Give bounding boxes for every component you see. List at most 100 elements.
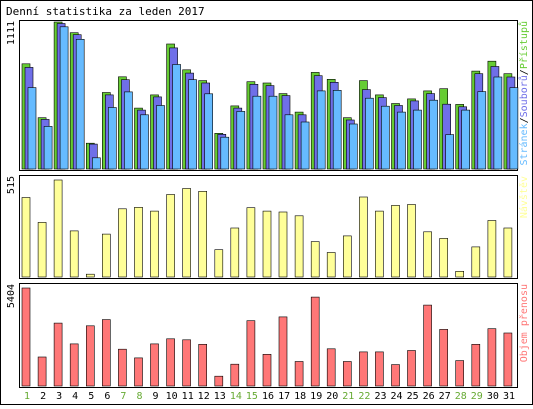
bottom-bar-volume-20 xyxy=(326,348,336,387)
bottom-panel-frame xyxy=(19,283,518,388)
top-legend-text: Stránek/Souborů/Přístupů xyxy=(518,21,530,166)
top-bar-pages-2 xyxy=(43,126,53,170)
top-bar-pages-30 xyxy=(493,76,503,170)
day-label-9: 9 xyxy=(152,391,158,402)
day-label-11: 11 xyxy=(182,391,194,402)
top-bar-pages-25 xyxy=(413,109,422,170)
middle-bar-visits-12 xyxy=(198,191,207,278)
bottom-bar-volume-24 xyxy=(391,364,400,387)
bottom-bar-volume-9 xyxy=(150,343,159,387)
day-label-3: 3 xyxy=(56,391,62,402)
day-label-31: 31 xyxy=(503,391,515,402)
middle-bar-visits-29 xyxy=(471,246,481,278)
middle-bar-visits-23 xyxy=(375,210,384,278)
middle-bar-visits-4 xyxy=(69,230,79,278)
middle-legend: Návštěv xyxy=(518,176,530,218)
middle-bar-visits-8 xyxy=(134,207,143,278)
day-label-15: 15 xyxy=(246,391,258,402)
bottom-bar-volume-30 xyxy=(487,328,497,387)
middle-panel: 515 Návštěv xyxy=(6,175,530,279)
top-bar-pages-17 xyxy=(284,114,294,170)
top-bar-pages-13 xyxy=(220,136,230,170)
middle-bar-visits-3 xyxy=(53,179,63,278)
top-bar-pages-7 xyxy=(124,91,133,170)
middle-bar-visits-10 xyxy=(166,194,175,278)
top-bar-pages-27 xyxy=(445,134,455,170)
bottom-bar-volume-3 xyxy=(53,322,63,387)
top-series-pages xyxy=(27,26,519,170)
day-label-6: 6 xyxy=(104,391,110,402)
day-label-21: 21 xyxy=(342,391,354,402)
day-label-14: 14 xyxy=(230,391,242,402)
bottom-bar-volume-23 xyxy=(375,351,384,387)
middle-bar-visits-18 xyxy=(294,215,304,278)
day-label-17: 17 xyxy=(278,391,290,402)
middle-bar-visits-21 xyxy=(342,235,352,278)
top-bar-pages-21 xyxy=(348,123,358,170)
top-bar-pages-28 xyxy=(461,109,471,170)
top-bar-pages-26 xyxy=(429,99,438,170)
top-bar-pages-12 xyxy=(204,93,213,170)
day-labels: 1 2 3 4 5 6 7 8 9 10 11 12 13 14 15 16 17 18 19 20 21 22 23 24 2… xyxy=(24,391,515,402)
top-bar-pages-5 xyxy=(92,157,101,170)
middle-bar-visits-1 xyxy=(21,197,31,278)
middle-ymax-label: 515 xyxy=(6,176,17,194)
bottom-bar-volume-5 xyxy=(86,325,95,387)
top-panel: 1111 Stránek/Souborů/Přístupů xyxy=(6,20,530,171)
bottom-bar-volume-1 xyxy=(21,287,31,387)
bottom-bar-volume-8 xyxy=(134,357,143,387)
top-bar-pages-31 xyxy=(509,87,519,170)
top-bar-pages-9 xyxy=(156,105,165,170)
middle-bar-visits-16 xyxy=(262,210,272,278)
day-label-5: 5 xyxy=(88,391,94,402)
top-legend: Stránek/Souborů/Přístupů xyxy=(518,21,530,166)
legend-separator: / xyxy=(519,117,530,123)
middle-bar-visits-30 xyxy=(487,220,497,278)
middle-series-visits xyxy=(21,179,513,278)
middle-bar-visits-31 xyxy=(503,227,513,278)
top-bar-pages-1 xyxy=(27,87,37,170)
day-label-4: 4 xyxy=(72,391,78,402)
top-bar-pages-3 xyxy=(59,26,69,170)
legend-hits: Přístupů xyxy=(518,21,530,69)
top-bar-pages-15 xyxy=(252,95,262,170)
day-label-23: 23 xyxy=(374,391,386,402)
bottom-bar-volume-12 xyxy=(198,343,207,387)
middle-bar-visits-14 xyxy=(230,227,240,278)
bottom-legend: Objem přenosu xyxy=(518,284,530,362)
middle-bar-visits-22 xyxy=(359,196,368,278)
top-bar-pages-22 xyxy=(365,97,374,170)
top-bar-pages-29 xyxy=(477,91,487,170)
day-label-19: 19 xyxy=(310,391,322,402)
middle-bar-visits-9 xyxy=(150,210,159,278)
middle-bar-visits-11 xyxy=(182,188,191,278)
top-bar-pages-20 xyxy=(332,90,342,170)
middle-bar-visits-27 xyxy=(439,238,449,278)
day-label-28: 28 xyxy=(455,391,467,402)
bottom-bar-volume-19 xyxy=(310,296,320,387)
top-bar-pages-8 xyxy=(140,114,149,170)
top-bar-pages-23 xyxy=(381,105,390,170)
day-label-25: 25 xyxy=(407,391,419,402)
middle-legend-visits: Návštěv xyxy=(518,176,530,218)
bottom-bar-volume-22 xyxy=(359,351,368,387)
middle-panel-frame xyxy=(19,175,518,279)
legend-separator: / xyxy=(519,69,530,75)
day-label-27: 27 xyxy=(439,391,451,402)
bottom-bar-volume-10 xyxy=(166,338,175,387)
middle-bar-visits-17 xyxy=(278,211,288,278)
bottom-bar-volume-15 xyxy=(246,320,256,387)
middle-bar-visits-25 xyxy=(407,204,416,278)
top-bar-pages-6 xyxy=(108,107,117,170)
top-bar-pages-10 xyxy=(172,64,181,170)
top-ymax-label: 1111 xyxy=(6,21,17,45)
bottom-bar-volume-6 xyxy=(102,319,111,387)
bottom-bar-volume-14 xyxy=(230,363,240,387)
day-label-26: 26 xyxy=(423,391,435,402)
middle-bar-visits-2 xyxy=(37,222,47,278)
middle-bar-visits-28 xyxy=(455,270,465,278)
bottom-bar-volume-25 xyxy=(407,350,416,387)
top-bar-pages-11 xyxy=(188,79,197,170)
